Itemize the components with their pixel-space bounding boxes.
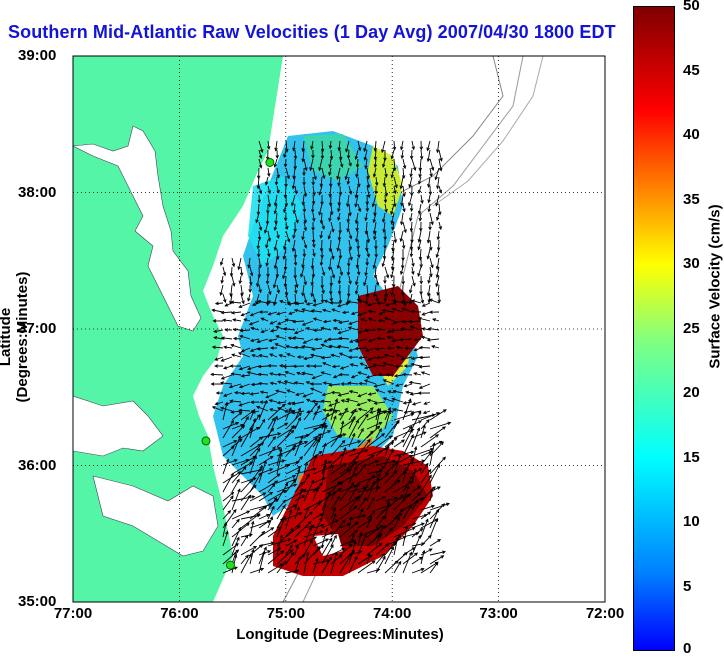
colorbar-tick-label: 15: [683, 448, 700, 466]
colorbar-tick-label: 45: [683, 61, 700, 79]
y-tick-label: 38:00: [18, 183, 57, 201]
y-tick-label: 39:00: [18, 47, 57, 64]
y-tick-label: 35:00: [18, 593, 57, 610]
x-tick-label: 73:00: [479, 605, 518, 622]
x-tick-label: 74:00: [373, 605, 412, 622]
y-tick-label: 37:00: [18, 320, 57, 337]
colorbar-tick-label: 50: [683, 0, 700, 14]
station-marker[interactable]: [201, 436, 211, 446]
colorbar-tick-label: 40: [683, 126, 700, 143]
colorbar-tick-label: 20: [683, 384, 700, 401]
x-axis-label: Longitude (Degrees:Minutes): [236, 626, 444, 643]
colorbar-tick-label: 30: [683, 255, 700, 272]
y-tick-label: 36:00: [18, 456, 57, 474]
colorbar-tick-label: 5: [683, 577, 692, 595]
colorbar: [633, 6, 675, 651]
map-plot-area[interactable]: [73, 56, 605, 602]
station-marker[interactable]: [265, 157, 275, 167]
colorbar-tick-label: 10: [683, 513, 700, 530]
colorbar-tick-label: 25: [683, 319, 700, 337]
x-tick-label: 75:00: [266, 605, 305, 622]
x-tick-label: 76:00: [160, 605, 199, 622]
x-tick-label: 77:00: [53, 605, 93, 622]
colorbar-label: Surface Velocity (cm/s): [706, 204, 724, 369]
y-axis-label: Latitude (Degrees:Minutes): [0, 271, 31, 403]
colorbar-tick-label: 0: [683, 640, 692, 657]
x-tick-label: 72:00: [585, 605, 625, 622]
station-marker[interactable]: [225, 560, 235, 570]
colorbar-tick-label: 35: [683, 190, 700, 208]
velocity-map[interactable]: [73, 56, 605, 602]
map-title: Southern Mid-Atlantic Raw Velocities (1 …: [8, 22, 616, 42]
